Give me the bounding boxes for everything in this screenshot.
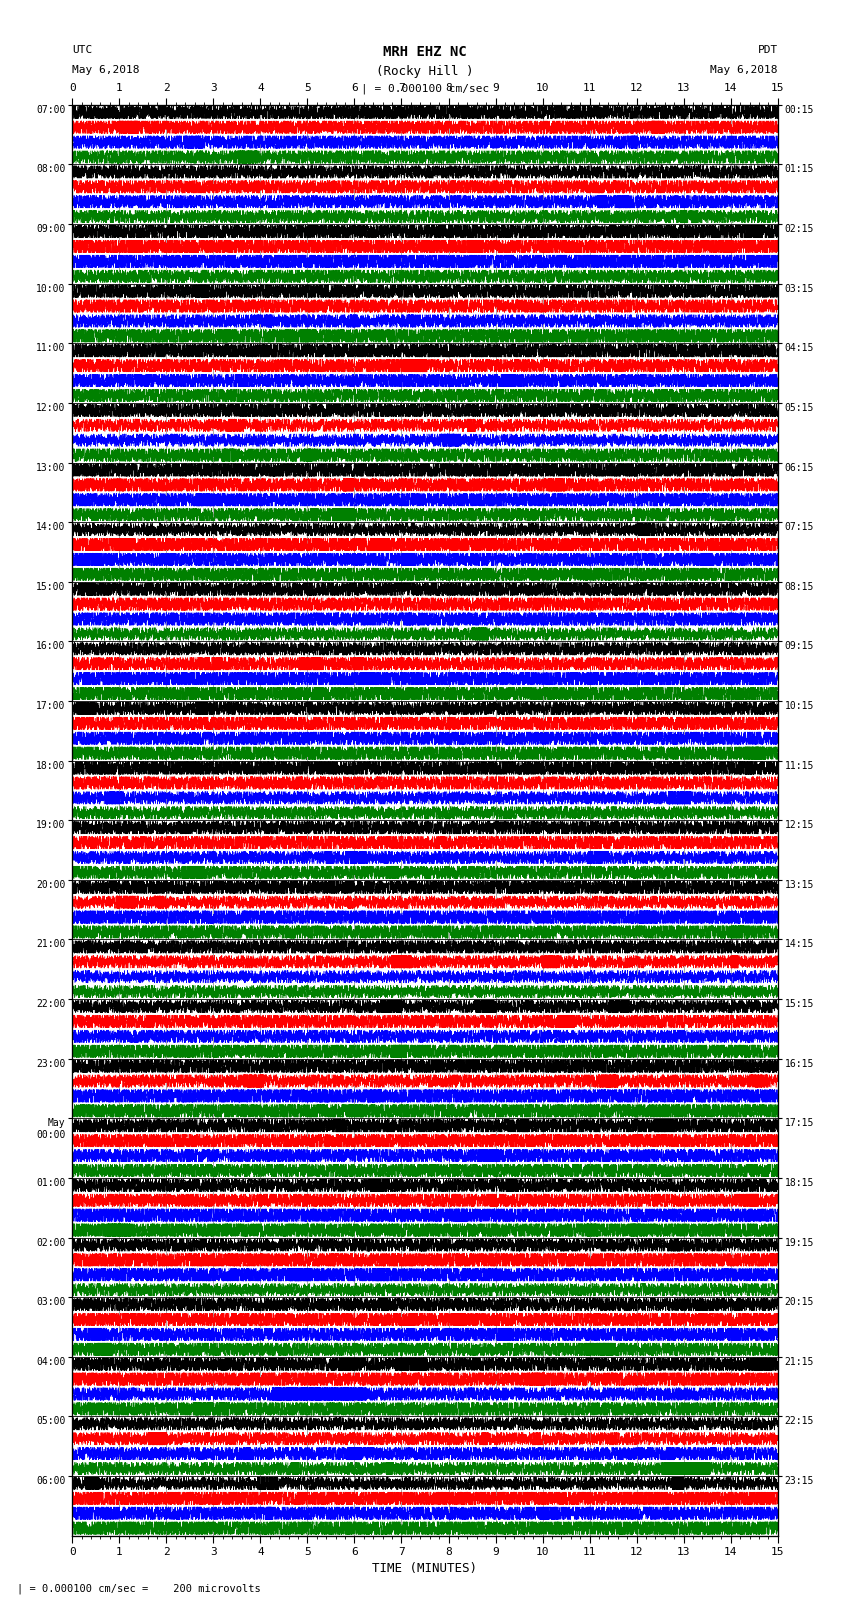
Text: | = 0.000100 cm/sec: | = 0.000100 cm/sec — [361, 84, 489, 95]
Text: MRH EHZ NC: MRH EHZ NC — [383, 45, 467, 60]
Text: May 6,2018: May 6,2018 — [72, 65, 139, 74]
Text: UTC: UTC — [72, 45, 93, 55]
X-axis label: TIME (MINUTES): TIME (MINUTES) — [372, 1561, 478, 1574]
Text: (Rocky Hill ): (Rocky Hill ) — [377, 65, 473, 77]
Text: | = 0.000100 cm/sec =    200 microvolts: | = 0.000100 cm/sec = 200 microvolts — [17, 1582, 261, 1594]
Text: May 6,2018: May 6,2018 — [711, 65, 778, 74]
Text: PDT: PDT — [757, 45, 778, 55]
